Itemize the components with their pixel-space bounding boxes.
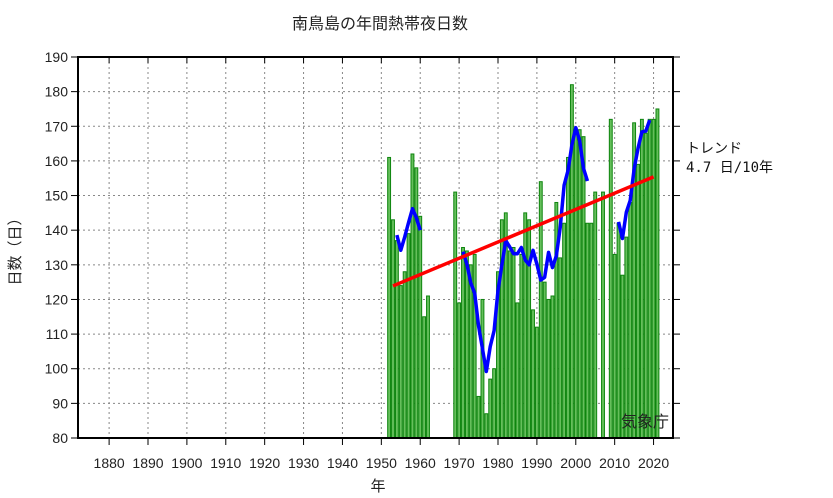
bar: [593, 191, 598, 439]
bar: [464, 250, 469, 439]
y-tick-label: 190: [45, 49, 69, 65]
bar: [527, 219, 532, 439]
bar: [558, 257, 563, 439]
bar: [639, 118, 644, 439]
bar: [624, 236, 629, 439]
y-tick-label: 180: [45, 84, 69, 100]
bar: [636, 163, 640, 439]
bar: [601, 191, 605, 439]
bar: [581, 136, 586, 439]
bar: [519, 253, 524, 439]
bar: [550, 295, 555, 439]
x-tick-label: 1940: [327, 455, 358, 471]
y-tick-label: 160: [45, 153, 69, 169]
bar: [585, 222, 590, 439]
bar: [612, 253, 617, 439]
bar: [402, 271, 407, 439]
bar: [406, 233, 411, 439]
y-tick-label: 140: [45, 222, 69, 238]
running-mean-line: [616, 119, 652, 241]
y-tick-label: 100: [45, 361, 69, 377]
bar: [414, 167, 419, 439]
bar: [426, 295, 430, 439]
bar: [507, 250, 512, 439]
bar: [398, 285, 403, 439]
y-tick-label: 110: [46, 326, 69, 342]
x-tick-label: 1890: [132, 455, 163, 471]
bar: [577, 129, 582, 439]
bar: [655, 108, 660, 439]
x-axis-label: 年: [370, 477, 385, 495]
bar: [461, 247, 465, 439]
bar: [523, 212, 528, 439]
bars: [387, 84, 660, 439]
bar: [422, 316, 427, 439]
bar: [562, 222, 567, 439]
bar: [476, 395, 481, 439]
x-tick-label: 1920: [249, 455, 280, 471]
bar: [394, 240, 399, 439]
x-tick-label: 2020: [638, 455, 669, 471]
bar: [468, 264, 473, 439]
bar: [391, 219, 395, 439]
running-mean-line: [395, 206, 422, 253]
bar: [387, 156, 392, 439]
running-mean-line: [461, 125, 590, 374]
x-tick-label: 1930: [288, 455, 319, 471]
trend-line: [392, 175, 655, 288]
bar: [628, 201, 633, 439]
bar: [538, 181, 543, 439]
bar: [542, 281, 547, 439]
bar: [531, 309, 535, 439]
bar: [608, 118, 613, 439]
x-tick-label: 1980: [482, 455, 513, 471]
y-tick-label: 170: [45, 118, 69, 134]
y-tick-label: 90: [52, 395, 68, 411]
watermark: 気象庁: [621, 412, 669, 431]
x-tick-label: 1950: [366, 455, 397, 471]
bar: [589, 222, 594, 439]
x-tick-label: 1970: [444, 455, 475, 471]
axes: 80 90 100 110 120 130 140 150 160 170 180 190 1880 18…: [45, 49, 680, 471]
chart-title: 南鳥島の年間熱帯夜日数: [292, 14, 468, 33]
x-tick-label: 1990: [521, 455, 552, 471]
bar: [647, 118, 652, 439]
bar: [480, 298, 485, 439]
lines: [392, 119, 655, 374]
x-tick-label: 1900: [171, 455, 202, 471]
x-tick-label: 1960: [405, 455, 436, 471]
bar: [410, 153, 415, 439]
bar: [573, 129, 578, 439]
bar: [488, 378, 493, 439]
y-tick-label: 130: [45, 257, 69, 273]
bar: [457, 302, 462, 439]
bar: [616, 222, 621, 439]
trend-label: トレンド: [686, 141, 742, 157]
y-tick-label: 80: [52, 430, 68, 446]
bar: [515, 302, 520, 439]
bar: [484, 413, 489, 439]
bar: [546, 298, 551, 439]
bar: [511, 247, 516, 439]
trend-value: 4.7 日/10年: [686, 160, 773, 176]
x-tick-label: 2000: [560, 455, 591, 471]
y-tick-label: 150: [45, 188, 69, 204]
bar: [418, 215, 423, 439]
x-tick-label: 1880: [94, 455, 125, 471]
bar: [472, 253, 477, 439]
bar: [492, 368, 497, 439]
y-tick-label: 120: [45, 291, 69, 307]
bar: [453, 191, 458, 439]
bar: [566, 156, 570, 439]
plot-frame: [77, 56, 674, 439]
y-axis-label: 日数（日）: [6, 210, 24, 285]
bar: [534, 326, 539, 439]
bar: [651, 118, 656, 439]
x-tick-label: 2010: [599, 455, 630, 471]
x-tick-label: 1910: [210, 455, 241, 471]
